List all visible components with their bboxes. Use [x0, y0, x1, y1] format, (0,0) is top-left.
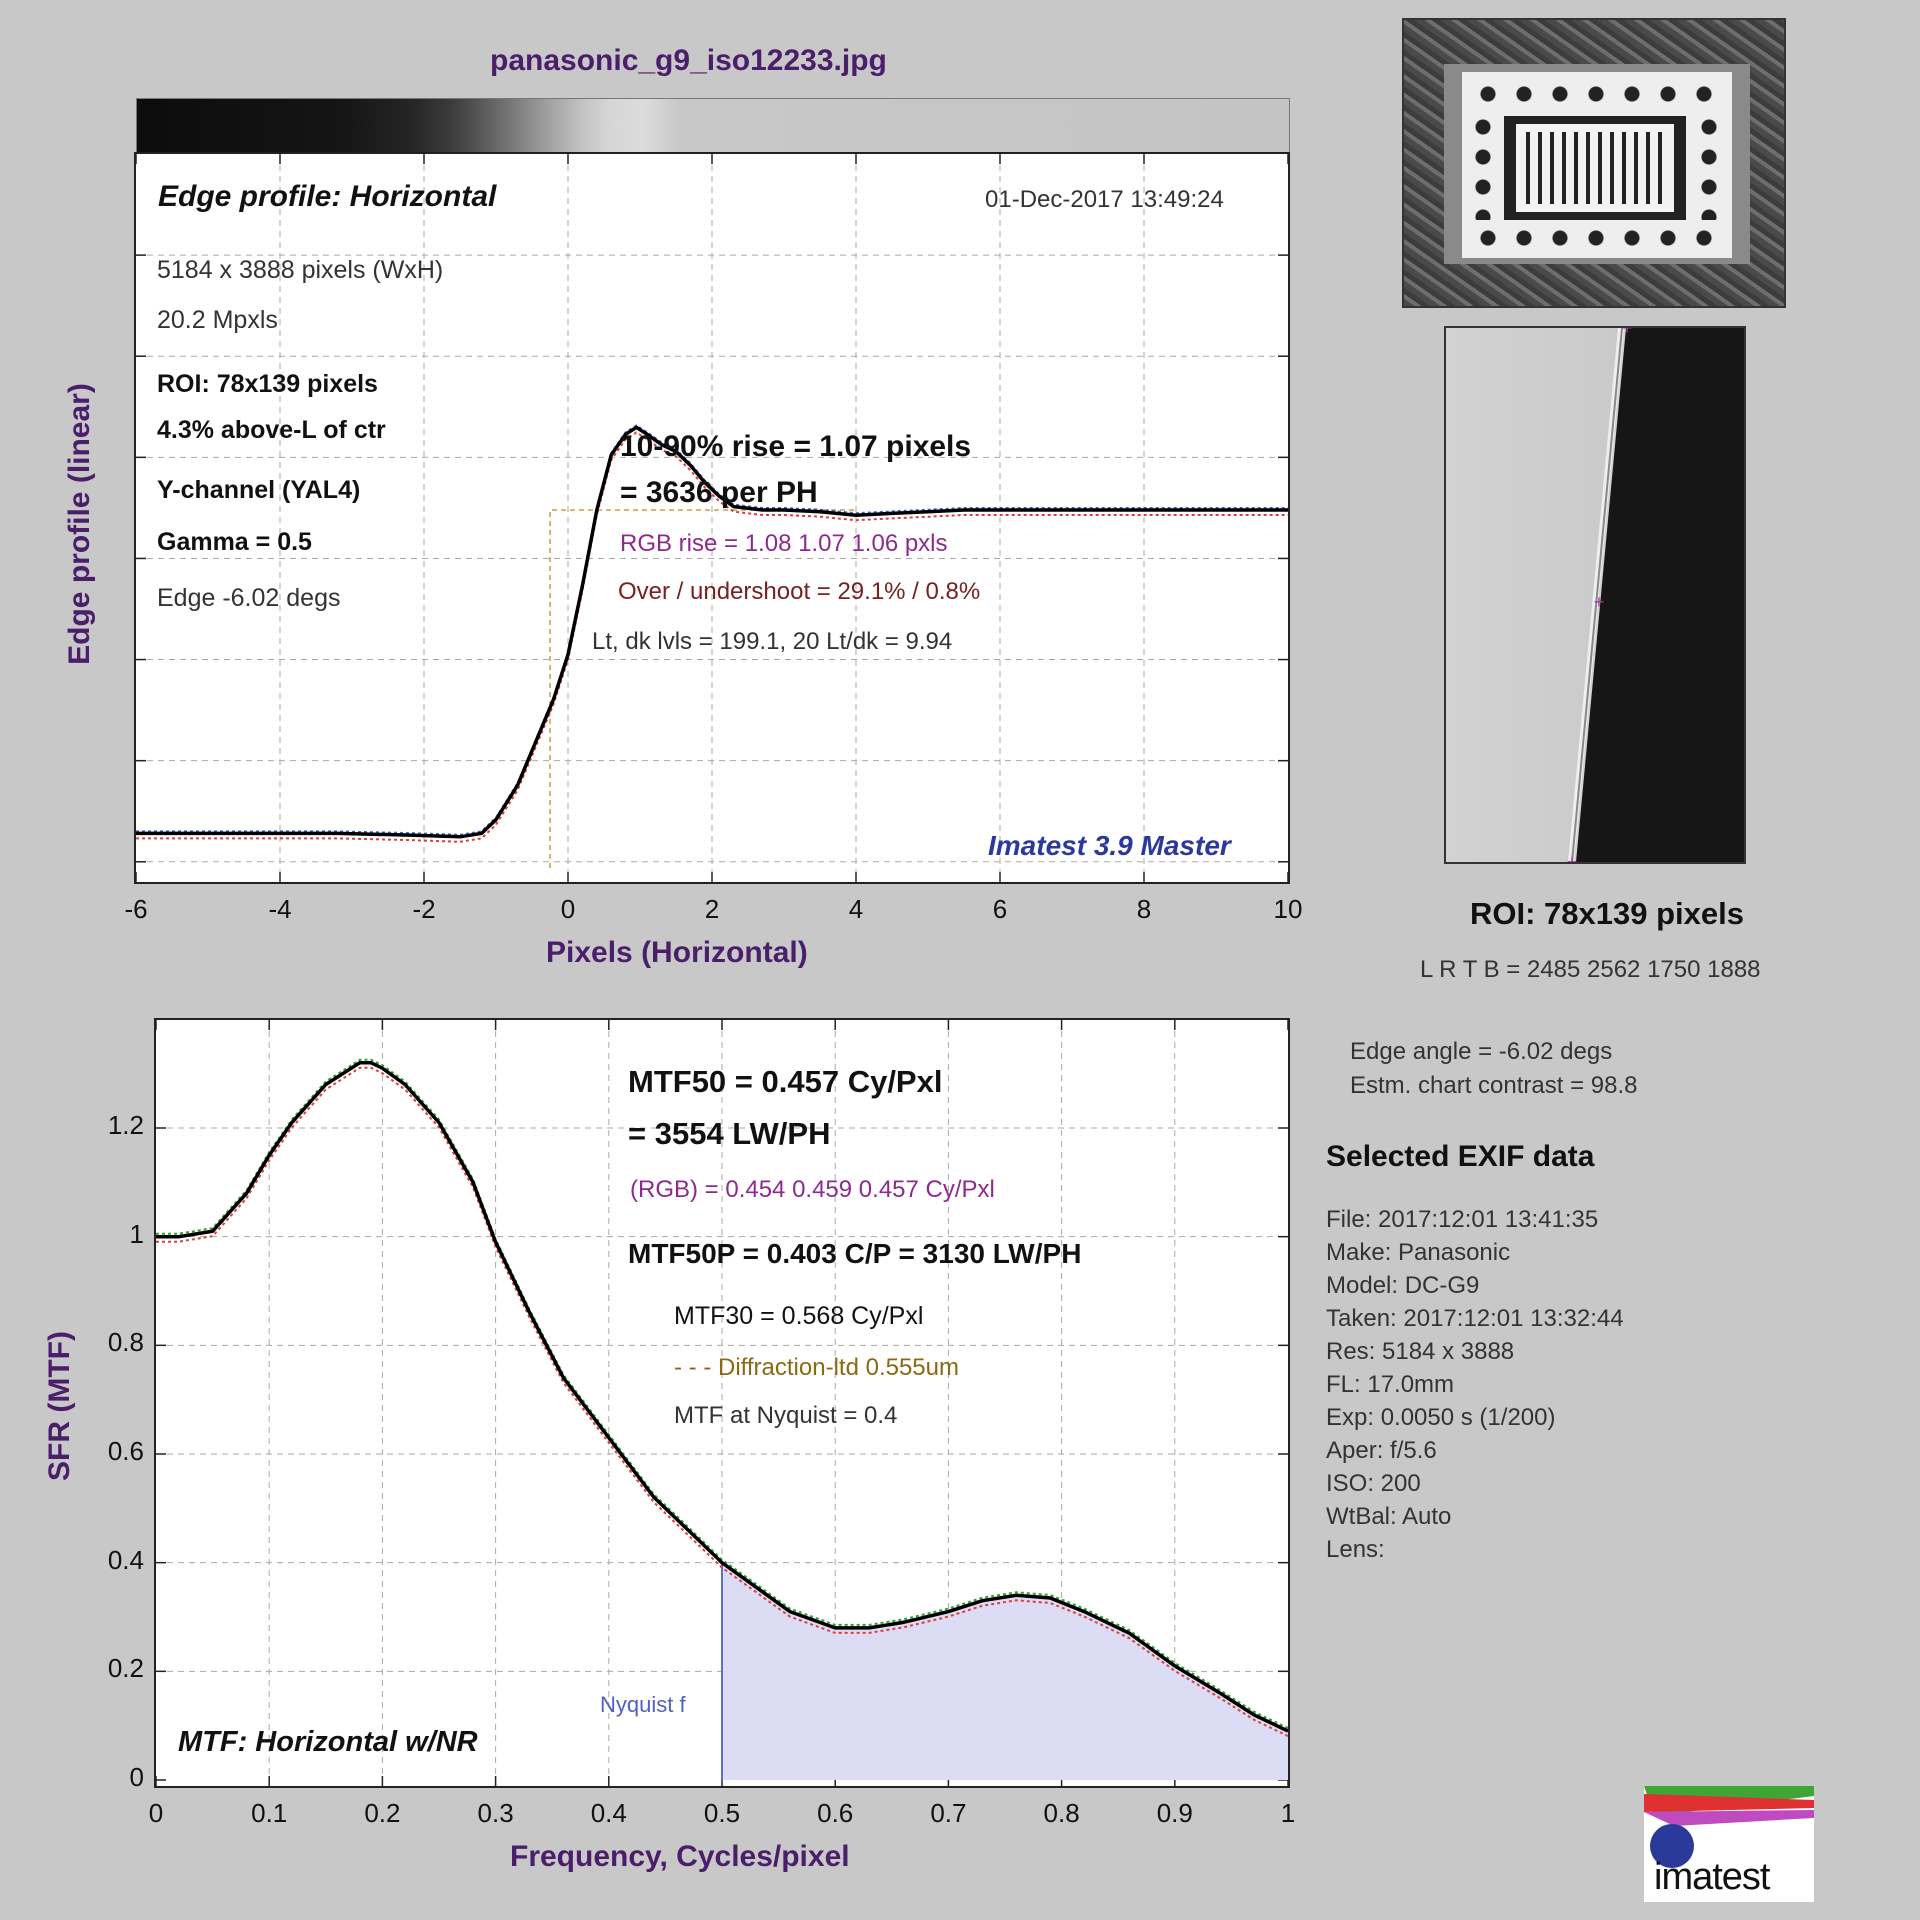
mtf30-text: MTF30 = 0.568 Cy/Pxl — [674, 1302, 924, 1330]
edge-x-tick: 4 — [848, 894, 864, 924]
svg-text:+: + — [1594, 592, 1605, 612]
chart-contrast-text: Estm. chart contrast = 98.8 — [1350, 1072, 1638, 1099]
mtf-x-tick: 0 — [148, 1798, 164, 1828]
imatest-version-watermark: Imatest 3.9 Master — [988, 830, 1231, 861]
mtf-series-luminance — [156, 1061, 1288, 1733]
rise-text: 10-90% rise = 1.07 pixels — [620, 430, 972, 463]
mtf-svg — [156, 1020, 1288, 1786]
mtf-y-tick: 1 — [129, 1218, 144, 1249]
image-size-text: 5184 x 3888 pixels (WxH) — [157, 256, 444, 284]
mtf-y-tick: 0 — [129, 1762, 144, 1792]
roi-crop-image: + + + — [1444, 326, 1746, 864]
mtf-x-tick: 0.2 — [364, 1798, 401, 1828]
edge-x-tick: -4 — [268, 894, 292, 924]
mtf-x-tick: 0.9 — [1156, 1798, 1193, 1828]
overshoot-text: Over / undershoot = 29.1% / 0.8% — [618, 578, 981, 605]
edge-series-red — [136, 431, 1288, 843]
edge-x-tick: 0 — [560, 894, 576, 924]
mtf50-lwph-text: = 3554 LW/PH — [628, 1116, 831, 1151]
edge-timestamp: 01-Dec-2017 13:49:24 — [985, 186, 1224, 213]
mtf-y-tick: 0.8 — [107, 1327, 144, 1358]
exif-res: Res: 5184 x 3888 — [1326, 1338, 1515, 1365]
mtf-x-tick: 0.8 — [1043, 1798, 1080, 1828]
edge-profile-svg — [136, 154, 1288, 882]
edge-series-luminance — [136, 425, 1288, 839]
exif-taken: Taken: 2017:12:01 13:32:44 — [1326, 1305, 1624, 1332]
exif-file: File: 2017:12:01 13:41:35 — [1326, 1206, 1599, 1233]
edge-x-tick: 8 — [1136, 894, 1152, 924]
mtf-x-tick: 0.7 — [930, 1798, 967, 1828]
megapixels-text: 20.2 Mpxls — [157, 306, 278, 334]
mtf-y-axis-label: SFR (MTF) — [43, 1331, 76, 1481]
mtf50-text: MTF50 = 0.457 Cy/Pxl — [628, 1064, 943, 1099]
exif-model: Model: DC-G9 — [1326, 1272, 1480, 1299]
edge-reference-line — [549, 509, 856, 868]
mtf-y-tick: 1.2 — [107, 1110, 144, 1140]
mtf-y-tick: 0.2 — [107, 1653, 144, 1684]
roi-text: ROI: 78x139 pixels — [157, 370, 378, 398]
mtf-beyond-nyquist-area — [722, 1562, 1288, 1780]
edge-y-axis-label: Edge profile (linear) — [63, 383, 96, 665]
mtf-x-tick: 0.6 — [817, 1798, 854, 1828]
exif-title: Selected EXIF data — [1326, 1140, 1595, 1173]
test-chart-thumbnail — [1402, 18, 1786, 308]
edge-x-axis-label: Pixels (Horizontal) — [546, 936, 808, 969]
mtf-y-tick: 0.6 — [107, 1436, 144, 1466]
diffraction-text: - - - Diffraction-ltd 0.555um — [674, 1354, 959, 1381]
edge-x-tick: 10 — [1273, 894, 1303, 924]
per-ph-text: = 3636 per PH — [620, 476, 818, 509]
roi-position-text: 4.3% above-L of ctr — [157, 416, 386, 444]
edge-series-blue — [136, 424, 1288, 836]
svg-text:+: + — [1567, 852, 1578, 862]
mtf-y-tick: 0.4 — [107, 1544, 144, 1575]
levels-text: Lt, dk lvls = 199.1, 20 Lt/dk = 9.94 — [592, 628, 953, 655]
gray-step-wedge — [136, 98, 1290, 154]
exif-exp: Exp: 0.0050 s (1/200) — [1326, 1404, 1556, 1431]
edge-x-tick: 2 — [704, 894, 720, 924]
exif-make: Make: Panasonic — [1326, 1239, 1511, 1266]
mtf50p-text: MTF50P = 0.403 C/P = 3130 LW/PH — [628, 1238, 1082, 1269]
lrtb-text: L R T B = 2485 2562 1750 1888 — [1420, 956, 1761, 983]
exif-lens: Lens: — [1326, 1536, 1385, 1563]
nyquist-label: Nyquist f — [600, 1692, 686, 1717]
mtf-x-tick: 0.5 — [703, 1798, 741, 1828]
mtf-at-nyquist-text: MTF at Nyquist = 0.4 — [674, 1402, 898, 1429]
roi-label: ROI: 78x139 pixels — [1470, 896, 1744, 931]
exif-aper: Aper: f/5.6 — [1326, 1437, 1437, 1464]
gamma-text: Gamma = 0.5 — [157, 528, 312, 556]
channel-text: Y-channel (YAL4) — [157, 476, 361, 504]
mtf-x-tick: 0.4 — [590, 1798, 627, 1828]
mtf-rgb-text: (RGB) = 0.454 0.459 0.457 Cy/Pxl — [630, 1176, 995, 1203]
exif-fl: FL: 17.0mm — [1326, 1371, 1455, 1398]
edge-title: Edge profile: Horizontal — [158, 180, 497, 213]
mtf-x-tick: 0.3 — [477, 1798, 514, 1828]
rgb-rise-text: RGB rise = 1.08 1.07 1.06 pxls — [620, 530, 948, 557]
edge-angle-text: Edge -6.02 degs — [157, 584, 341, 612]
file-title: panasonic_g9_iso12233.jpg — [490, 44, 887, 77]
svg-text:+: + — [1622, 328, 1633, 338]
edge-x-tick: -6 — [124, 894, 148, 924]
edge-angle-summary: Edge angle = -6.02 degs — [1350, 1038, 1613, 1065]
mtf-x-tick: 1 — [1280, 1798, 1296, 1828]
imatest-logo: imatest — [1644, 1786, 1814, 1902]
mtf-subtitle: MTF: Horizontal w/NR — [178, 1726, 478, 1758]
edge-x-tick: -2 — [412, 894, 436, 924]
edge-profile-plot — [134, 152, 1290, 884]
imatest-logo-text: imatest — [1654, 1856, 1770, 1898]
edge-x-tick: 6 — [992, 894, 1008, 924]
exif-iso: ISO: 200 — [1326, 1470, 1421, 1497]
mtf-x-axis-label: Frequency, Cycles/pixel — [510, 1840, 850, 1873]
mtf-x-tick: 0.1 — [251, 1798, 288, 1828]
exif-wtbal: WtBal: Auto — [1326, 1503, 1452, 1530]
mtf-plot — [154, 1018, 1290, 1788]
